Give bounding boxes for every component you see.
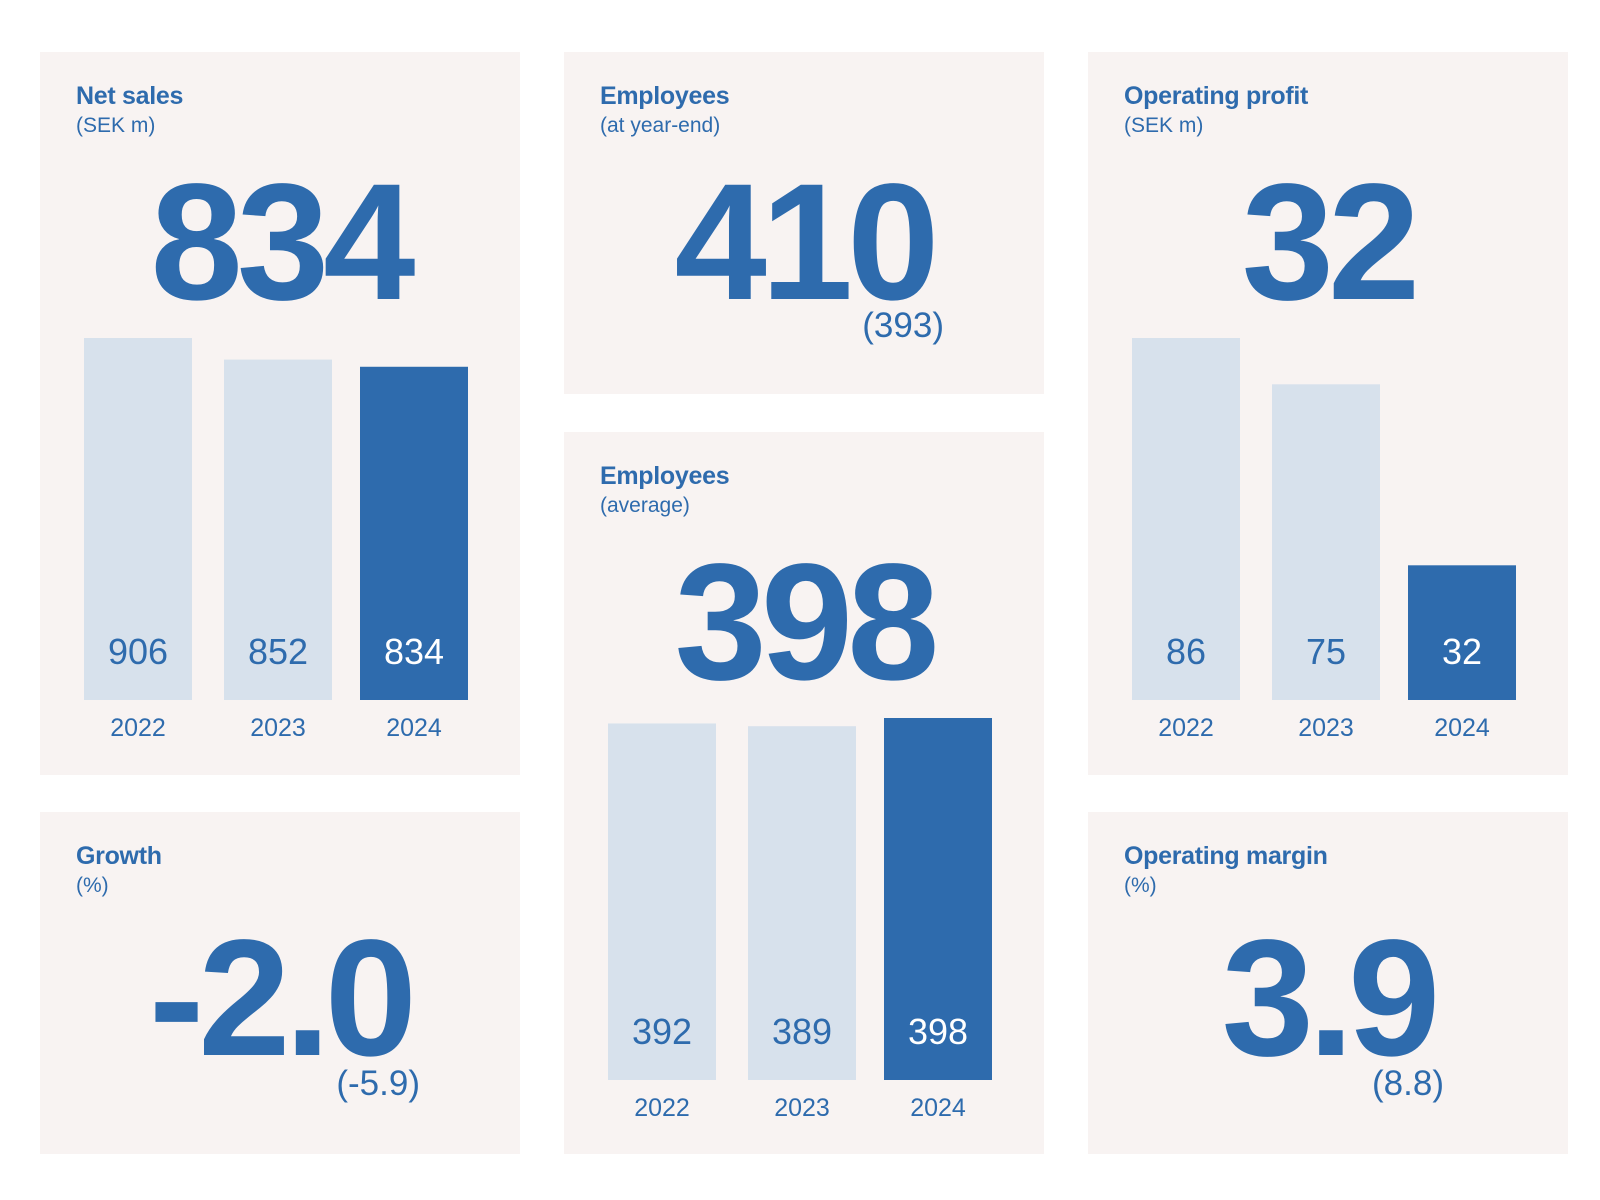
year-tick-label: 2024 [910, 1094, 966, 1122]
employees-average-title: Employees [600, 462, 730, 490]
net-sales-subtitle: (SEK m) [76, 114, 156, 137]
employees-average-value: 398 [674, 530, 940, 715]
year-tick-label: 2023 [774, 1094, 830, 1122]
growth-card: Growth (%) -2.0 (-5.9) [40, 812, 520, 1154]
employees-average-card: Employees (average) 398 392 2022 389 2023 39… [564, 432, 1044, 1154]
operating-margin-card: Operating margin (%) 3.9 (8.8) [1088, 812, 1568, 1154]
bar-value-label: 398 [908, 1011, 968, 1052]
bar-value-label: 852 [248, 631, 308, 672]
operating-profit-bar-chart: 86 2022 75 2023 32 2024 [1132, 338, 1516, 742]
operating-profit-card: Operating profit (SEK m) 32 86 2022 75 2023… [1088, 52, 1568, 775]
net-sales-title: Net sales [76, 82, 184, 110]
operating-margin-value: 3.9 [1221, 906, 1441, 1091]
operating-profit-value: 32 [1241, 150, 1421, 335]
bar-2024 [360, 366, 468, 700]
employees-year-end-previous-value: (393) [862, 306, 944, 345]
bar-value-label: 834 [384, 631, 444, 672]
bar-value-label: 86 [1166, 631, 1206, 672]
bar-2022 [1132, 338, 1240, 700]
operating-profit-subtitle: (SEK m) [1124, 114, 1204, 137]
employees-average-bar-chart: 392 2022 389 2023 398 2024 [608, 718, 992, 1122]
year-tick-label: 2023 [1298, 714, 1354, 742]
growth-previous-value: (-5.9) [336, 1064, 420, 1103]
bar-2023 [224, 359, 332, 700]
employees-year-end-subtitle: (at year-end) [600, 114, 721, 137]
net-sales-value: 834 [150, 150, 416, 335]
employees-year-end-value: 410 [674, 150, 940, 335]
year-tick-label: 2023 [250, 714, 306, 742]
bar-2024 [1408, 565, 1516, 700]
operating-margin-previous-value: (8.8) [1372, 1064, 1444, 1103]
growth-title: Growth [76, 842, 162, 870]
bar-value-label: 32 [1442, 631, 1482, 672]
bar-value-label: 906 [108, 631, 168, 672]
bar-2022 [84, 338, 192, 700]
bar-value-label: 392 [632, 1011, 692, 1052]
bar-value-label: 75 [1306, 631, 1346, 672]
employees-average-subtitle: (average) [600, 494, 690, 517]
bar-2022 [608, 723, 716, 1080]
operating-margin-title: Operating margin [1124, 842, 1328, 870]
year-tick-label: 2022 [634, 1094, 690, 1122]
operating-margin-subtitle: (%) [1124, 874, 1157, 897]
employees-year-end-title: Employees [600, 82, 730, 110]
employees-year-end-card: Employees (at year-end) 410 (393) [564, 52, 1044, 394]
bar-value-label: 389 [772, 1011, 832, 1052]
bar-2024 [884, 718, 992, 1080]
bar-2023 [1272, 384, 1380, 700]
growth-subtitle: (%) [76, 874, 109, 897]
year-tick-label: 2022 [110, 714, 166, 742]
year-tick-label: 2022 [1158, 714, 1214, 742]
bar-2023 [748, 726, 856, 1080]
year-tick-label: 2024 [1434, 714, 1490, 742]
growth-value: -2.0 [148, 906, 417, 1091]
operating-profit-title: Operating profit [1124, 82, 1309, 110]
net-sales-bar-chart: 906 2022 852 2023 834 2024 [84, 338, 468, 742]
net-sales-card: Net sales (SEK m) 834 906 2022 852 2023 834 2… [40, 52, 520, 775]
year-tick-label: 2024 [386, 714, 442, 742]
